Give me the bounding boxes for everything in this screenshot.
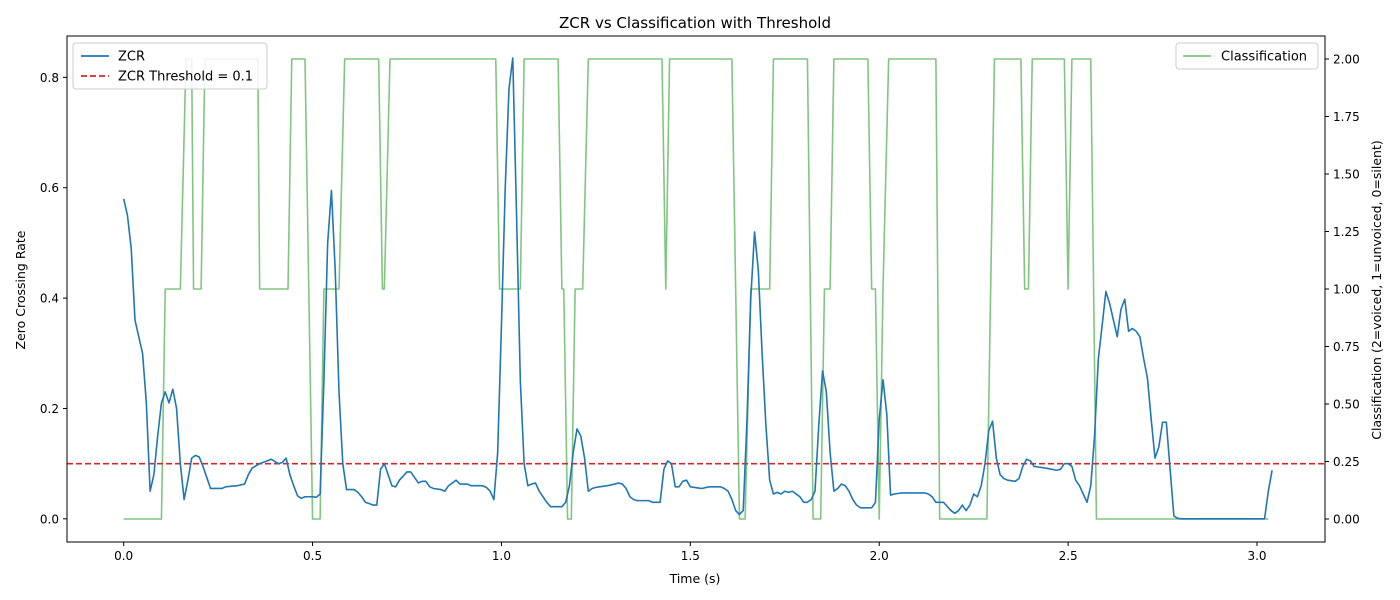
legend-threshold-label: ZCR Threshold = 0.1 <box>118 70 253 85</box>
legend-zcr-label: ZCR <box>118 50 145 65</box>
y-left-tick-label: 0.8 <box>40 71 59 85</box>
legend-left: ZCR ZCR Threshold = 0.1 <box>72 42 268 90</box>
series-layer <box>67 57 1325 520</box>
legend-classification-label: Classification <box>1221 50 1307 65</box>
y-right-tick-label: 1.25 <box>1333 225 1360 239</box>
y-right-tick-label: 2.00 <box>1333 53 1360 67</box>
legend-right: Classification <box>1175 42 1319 70</box>
series-classification-line <box>123 58 1269 520</box>
x-tick-label: 2.5 <box>1059 549 1078 563</box>
y-right-tick-label: 0.50 <box>1333 398 1360 412</box>
y-left-axis-title: Zero Crossing Rate <box>13 230 28 349</box>
y-right-tick-label: 0.25 <box>1333 455 1360 469</box>
x-tick-label: 1.5 <box>681 549 700 563</box>
legend-right-box <box>1175 42 1319 70</box>
y-right-tick-label: 1.75 <box>1333 110 1360 124</box>
y-left-tick-label: 0.6 <box>40 181 59 195</box>
x-axis-title: Time (s) <box>669 571 721 586</box>
y-right-tick-label: 1.50 <box>1333 168 1360 182</box>
y-left-tick-label: 0.0 <box>40 512 59 526</box>
chart-title: ZCR vs Classification with Threshold <box>559 14 831 32</box>
series-zcr-line <box>122 57 1273 520</box>
x-tick-label: 0.0 <box>114 549 133 563</box>
plot-frame <box>66 35 1326 543</box>
y-right-axis-title: Classification (2=voiced, 1=unvoiced, 0=… <box>1369 140 1384 439</box>
x-tick-label: 2.0 <box>870 549 889 563</box>
y-right-tick-label: 0.75 <box>1333 340 1360 354</box>
x-tick-label: 3.0 <box>1247 549 1266 563</box>
legend-left-box <box>72 42 268 90</box>
x-tick-label: 1.0 <box>492 549 511 563</box>
y-left-tick-label: 0.2 <box>40 402 59 416</box>
x-tick-label: 0.5 <box>303 549 322 563</box>
y-left-tick-label: 0.4 <box>40 292 59 306</box>
y-right-tick-label: 1.00 <box>1333 283 1360 297</box>
y-right-tick-label: 0.00 <box>1333 513 1360 527</box>
ticks-layer: 0.0 0.5 1.0 1.5 2.0 2.5 3.0 0.0 0.2 0.4 0.6 0.8 0.00… <box>40 53 1360 564</box>
